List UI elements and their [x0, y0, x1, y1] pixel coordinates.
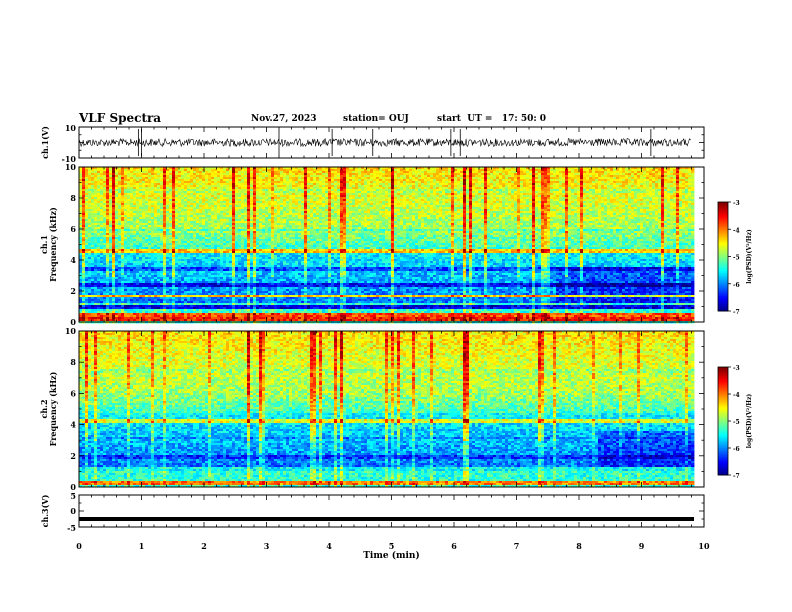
chart-title: VLF Spectra — [79, 111, 161, 125]
y-tick-label: 6 — [70, 388, 76, 398]
ch1-waveform-trace — [78, 137, 691, 148]
x-tick-label: 3 — [264, 541, 270, 551]
x-tick-label: 7 — [514, 541, 520, 551]
y-tick-label: -10 — [62, 154, 77, 164]
x-tick-label: 9 — [639, 541, 645, 551]
y-tick-label: 0 — [70, 317, 76, 327]
y-tick-label: 10 — [65, 326, 77, 336]
y-tick-label: 4 — [70, 255, 76, 265]
x-tick-label: 0 — [76, 541, 82, 551]
x-tick-label: 4 — [326, 541, 332, 551]
ch3-waveform-ylabel: ch.3(V) — [40, 494, 50, 527]
colorbar-tick-label: -3 — [733, 365, 740, 372]
y-tick-label: 6 — [70, 224, 76, 234]
y-tick-label: 0 — [70, 506, 76, 516]
ch2-spectrogram-cells — [79, 331, 695, 488]
colorbar-tick-label: -6 — [733, 282, 740, 289]
x-tick-label: 6 — [451, 541, 457, 551]
ch2-spectrogram-colorbar-label: log(PSD)(V²/Hz) — [746, 394, 753, 449]
x-tick-label: 8 — [576, 541, 582, 551]
colorbar-tick-label: -5 — [733, 255, 740, 262]
date-label: Nov.27, 2023 — [251, 114, 317, 124]
ch1-spectrogram-colorbar — [718, 202, 728, 312]
y-tick-label: 2 — [70, 451, 76, 461]
ch2-spectrogram-ylabel-channel: ch.2 — [39, 399, 49, 418]
ch2-spectrogram-ylabel: Frequency (kHz) — [48, 371, 58, 446]
x-tick-label: 10 — [698, 541, 710, 551]
y-tick-label: 10 — [65, 123, 77, 133]
x-axis-label: Time (min) — [363, 550, 420, 561]
colorbar-tick-label: -5 — [733, 419, 740, 426]
x-tick-label: 5 — [389, 541, 395, 551]
y-tick-label: 8 — [70, 193, 76, 203]
station-label: station= OUJ — [343, 114, 409, 124]
colorbar-tick-label: -4 — [733, 392, 740, 399]
ch1-spectrogram-colorbar-label: log(PSD)(V²/Hz) — [746, 229, 753, 284]
start-time-label: start UT = 17: 50: 0 — [437, 114, 546, 124]
y-tick-label: 10 — [65, 162, 77, 172]
colorbar-tick-label: -6 — [733, 446, 740, 453]
y-tick-label: 2 — [70, 286, 76, 296]
y-tick-label: 0 — [70, 482, 76, 492]
colorbar-tick-label: -4 — [733, 227, 740, 234]
colorbar-tick-label: -3 — [733, 200, 740, 207]
y-tick-label: 4 — [70, 420, 76, 430]
y-tick-label: 5 — [70, 491, 76, 501]
y-tick-label: -5 — [67, 523, 76, 533]
ch1-spectrogram-cells — [79, 167, 695, 324]
ch2-spectrogram-colorbar — [718, 367, 728, 476]
x-tick-label: 1 — [139, 541, 145, 551]
x-tick-label: 2 — [201, 541, 207, 551]
ch1-spectrogram-ylabel: Frequency (kHz) — [48, 207, 58, 282]
ch1-waveform-ylabel: ch.1(V) — [40, 126, 50, 159]
colorbar-tick-label: -7 — [733, 309, 740, 316]
ch1-spectrogram-ylabel-channel: ch.1 — [39, 235, 49, 254]
colorbar-tick-label: -7 — [733, 473, 740, 480]
y-tick-label: 8 — [70, 357, 76, 367]
